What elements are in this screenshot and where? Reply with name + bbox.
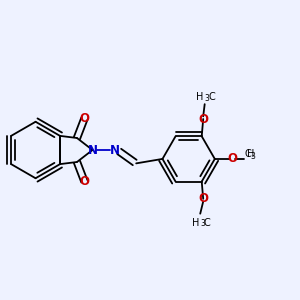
Text: O: O <box>80 175 89 188</box>
Text: O: O <box>227 152 237 165</box>
Text: C: C <box>244 149 251 159</box>
Text: H: H <box>248 149 255 159</box>
Text: H: H <box>192 218 199 227</box>
Text: C: C <box>208 92 215 102</box>
Text: 3: 3 <box>250 152 255 160</box>
Text: 3: 3 <box>204 94 209 103</box>
Text: C: C <box>204 218 211 227</box>
Text: O: O <box>198 192 208 205</box>
Text: N: N <box>88 143 98 157</box>
Text: O: O <box>198 112 208 125</box>
Text: N: N <box>110 143 120 157</box>
Text: 3: 3 <box>200 219 205 228</box>
Text: H: H <box>196 92 204 102</box>
Text: O: O <box>80 112 89 125</box>
